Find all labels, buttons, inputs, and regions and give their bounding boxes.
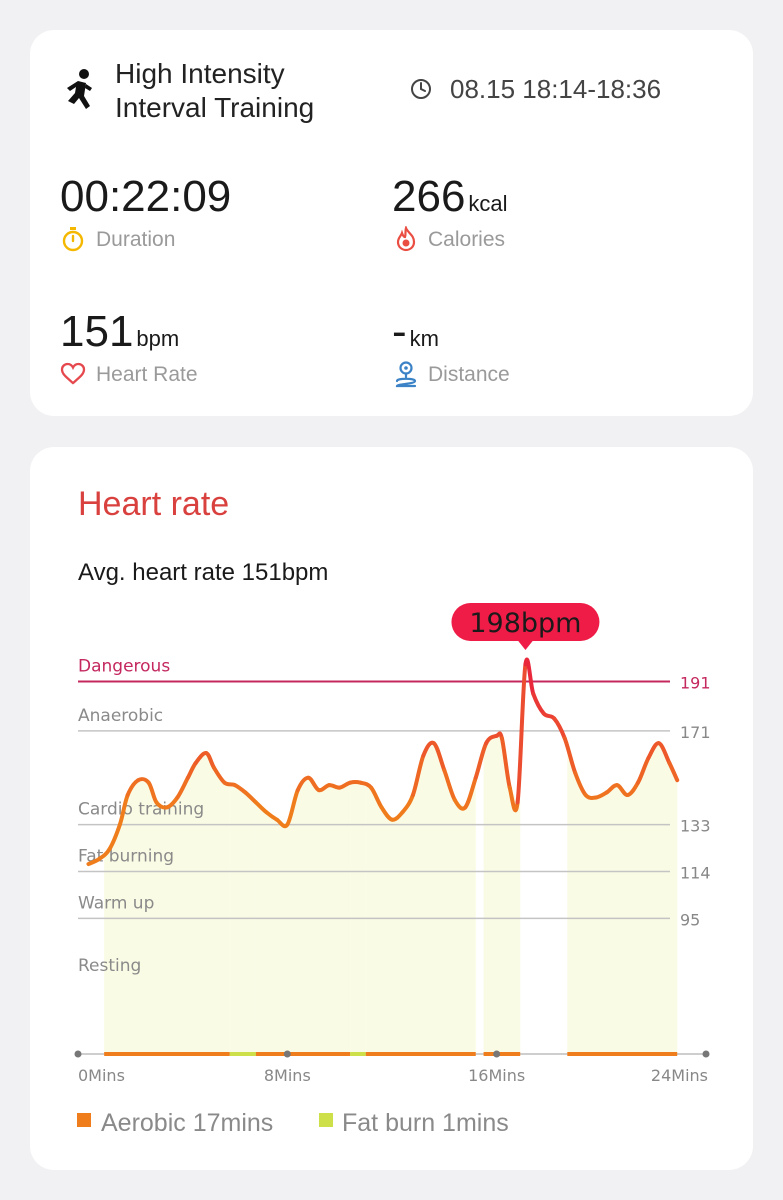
x-tick-dot-3 <box>702 1050 710 1058</box>
hr-line-segment-42 <box>507 785 520 813</box>
workout-title-line2: Interval Training <box>115 92 315 123</box>
hr-line-segment-38 <box>473 741 489 780</box>
hr-line-segment-20 <box>285 788 300 827</box>
hr-line-segment-34 <box>431 741 447 773</box>
duration-value: 00:22:09 <box>60 173 231 221</box>
legend-aerobic-label: Aerobic 17mins <box>101 1109 274 1137</box>
duration-number: 00:22:09 <box>60 172 232 221</box>
heart-rate-number: 151 <box>60 307 134 356</box>
x-tick-label-0: 0Mins <box>78 1066 125 1085</box>
legend-fat-burn-label: Fat burn 1mins <box>342 1109 509 1137</box>
running-figure-icon <box>60 66 96 119</box>
peak-badge <box>451 603 600 641</box>
heart-rate-chart: 191 Dangerous 171 Anaerobic 133 Cardio traini… <box>74 603 711 1085</box>
distance-value: - km <box>392 308 439 363</box>
zone-fill-5 <box>483 735 521 1054</box>
zone-fill-2 <box>255 777 351 1054</box>
heart-icon <box>60 362 86 391</box>
location-route-icon <box>394 360 418 393</box>
workout-title-line1: High Intensity <box>115 58 285 89</box>
workout-datetime: 08.15 18:14-18:36 <box>450 74 662 104</box>
x-tick-dot-1 <box>283 1050 291 1058</box>
zone-label-dangerous: Dangerous <box>78 657 170 677</box>
avg-heart-rate-text: Avg. heart rate 151bpm <box>78 559 329 586</box>
heart-rate-title: Heart rate <box>78 485 230 523</box>
peak-badge-pointer <box>517 640 534 650</box>
flame-icon <box>394 224 418 257</box>
zone-fill-6 <box>567 743 678 1054</box>
zone-threshold-fat-burning: 114 <box>680 863 711 882</box>
hr-line-segment-45 <box>531 691 546 716</box>
hr-line-segment-37 <box>463 775 478 810</box>
hr-line-segment-55 <box>635 756 651 785</box>
zone-threshold-anaerobic: 171 <box>680 723 711 742</box>
hr-line-segment-32 <box>410 753 426 797</box>
zone-threshold-cardio-training: 133 <box>680 817 711 836</box>
x-tick-label-1: 8Mins <box>264 1066 311 1085</box>
x-tick-dot-2 <box>493 1050 501 1058</box>
heart-rate-label: Heart Rate <box>96 363 198 386</box>
calories-unit: kcal <box>468 191 508 216</box>
zone-fill-0 <box>104 753 230 1054</box>
hr-line-segment-44 <box>523 657 536 696</box>
x-tick-label-3: 24Mins <box>651 1066 708 1085</box>
x-tick-dot-0 <box>74 1050 82 1058</box>
legend-fat-burn-swatch <box>319 1113 333 1127</box>
heart-rate-value: 151 bpm <box>60 308 179 363</box>
hr-line-segment-47 <box>552 716 567 741</box>
hr-line-segment-48 <box>562 736 578 775</box>
hr-line-segment-58 <box>667 760 680 783</box>
duration-label: Duration <box>96 228 176 251</box>
distance-unit: km <box>409 326 439 351</box>
zone-fill-4 <box>365 743 476 1054</box>
calories-label: Calories <box>428 228 506 251</box>
zone-threshold-dangerous: 191 <box>680 674 711 693</box>
clock-icon <box>410 78 432 105</box>
heart-rate-unit: bpm <box>136 326 180 351</box>
workout-summary-card: High Intensity Interval Training 08.15 1… <box>30 30 753 416</box>
zone-label-resting: Resting <box>78 956 141 976</box>
hr-line-segment-41 <box>499 736 512 790</box>
stopwatch-icon <box>61 226 85 257</box>
hr-line-segment-31 <box>400 793 415 815</box>
legend-aerobic-swatch <box>77 1113 91 1127</box>
zone-label-fat-burning: Fat burning <box>78 846 174 866</box>
heart-rate-card: Heart rate Avg. heart rate 151bpm 191 Dan… <box>30 447 753 1170</box>
x-tick-label-2: 16Mins <box>468 1066 525 1085</box>
hr-line-segment-3 <box>117 793 130 827</box>
hr-line-segment-43 <box>515 662 528 805</box>
hr-line-segment-2 <box>107 822 122 852</box>
calories-value: 266 kcal <box>392 173 508 228</box>
zone-label-warm-up: Warm up <box>78 893 154 913</box>
distance-label: Distance <box>428 363 510 386</box>
distance-number: - <box>392 307 407 356</box>
zone-threshold-warm-up: 95 <box>680 910 700 929</box>
calories-number: 266 <box>392 172 466 221</box>
zone-label-cardio-training: Cardio training <box>78 800 204 820</box>
peak-badge-label: 198bpm <box>469 608 581 639</box>
zone-label-anaerobic: Anaerobic <box>78 706 163 726</box>
